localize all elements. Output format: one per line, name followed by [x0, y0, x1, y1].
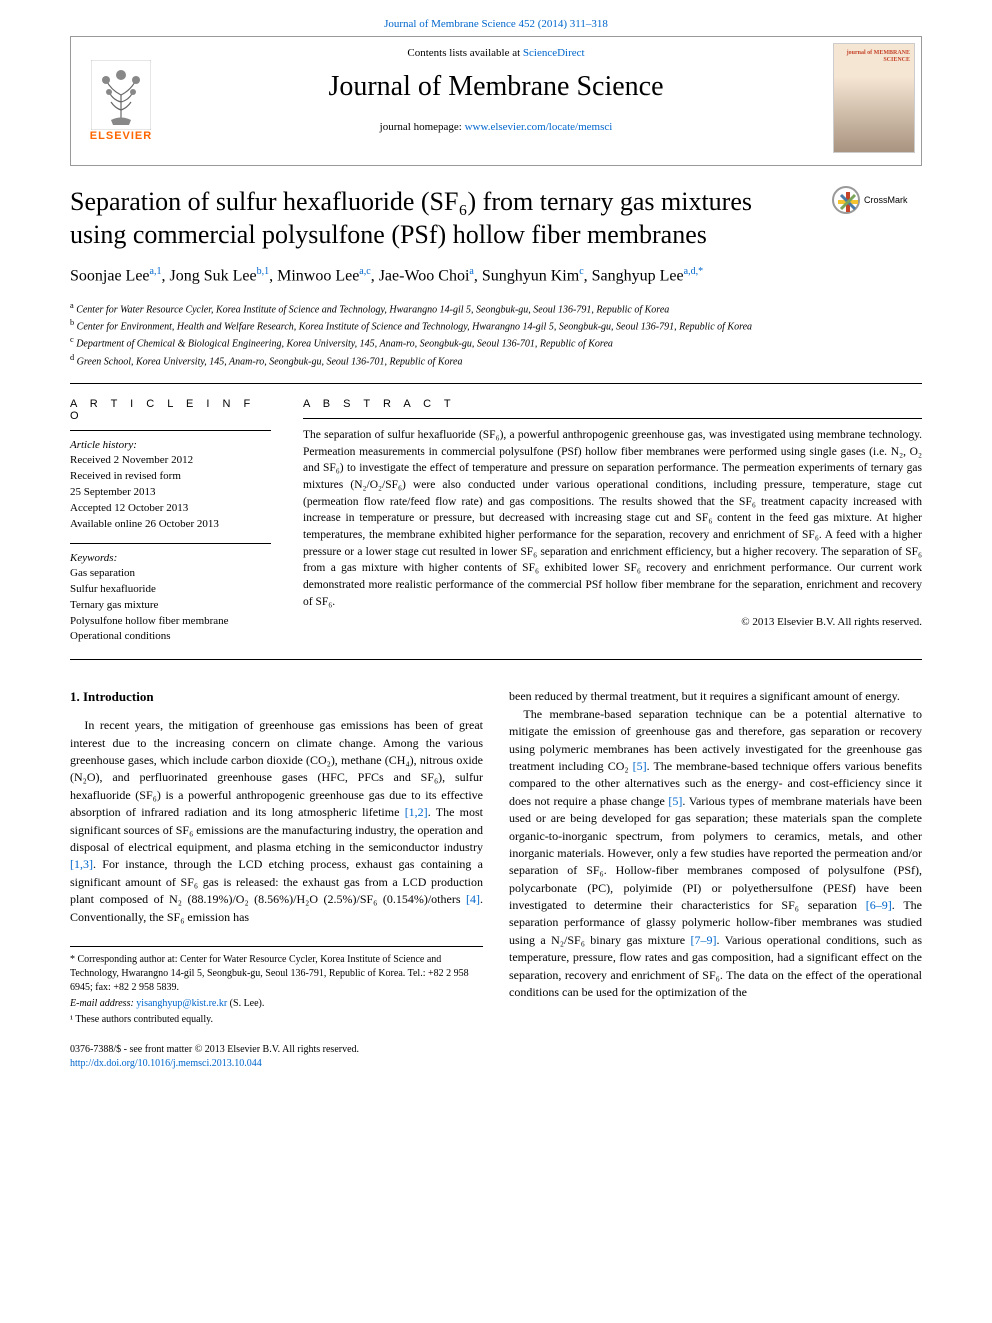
homepage-prefix: journal homepage: — [380, 121, 465, 133]
author: Jong Suk Lee — [169, 267, 256, 284]
body-paragraph: The membrane-based separation technique … — [509, 706, 922, 1002]
author-affil-link[interactable]: b,1 — [257, 266, 270, 277]
article-info: A R T I C L E I N F O Article history: R… — [70, 384, 285, 659]
body-paragraph: In recent years, the mitigation of green… — [70, 717, 483, 926]
section-heading: 1. Introduction — [70, 688, 483, 707]
author-affil-link[interactable]: a — [469, 266, 473, 277]
crossmark-badge[interactable]: CrossMark — [832, 186, 922, 214]
body-text: . Various types of membrane materials ha… — [509, 794, 922, 912]
citation-link[interactable]: [7–9] — [691, 933, 717, 947]
email-label: E-mail address: — [70, 998, 136, 1009]
history-received: Received 2 November 2012 — [70, 453, 271, 469]
citation-link[interactable]: [6–9] — [866, 898, 892, 912]
history-label: Article history: — [70, 439, 271, 451]
email-link[interactable]: yisanghyup@kist.re.kr — [136, 998, 227, 1009]
keyword: Polysulfone hollow fiber membrane — [70, 614, 271, 630]
abstract: A B S T R A C T The separation of sulfur… — [285, 384, 922, 659]
affiliation-list: a Center for Water Resource Cycler, Kore… — [70, 300, 922, 369]
author: Sanghyup Lee — [592, 267, 684, 284]
column-left: 1. Introduction In recent years, the mit… — [70, 688, 483, 1029]
page-footer: 0376-7388/$ - see front matter © 2013 El… — [70, 1043, 922, 1071]
journal-cover: journal of MEMBRANE SCIENCE — [821, 37, 921, 165]
history-revised: Received in revised form — [70, 469, 271, 485]
body-text: . For instance, through the LCD etching … — [70, 857, 483, 906]
elsevier-tree-icon — [91, 60, 151, 130]
citation-link[interactable]: [5] — [633, 759, 647, 773]
abstract-text: The separation of sulfur hexafluoride (S… — [303, 419, 922, 610]
keyword: Gas separation — [70, 566, 271, 582]
author: Minwoo Lee — [277, 267, 359, 284]
author-list: Soonjae Leea,1, Jong Suk Leeb,1, Minwoo … — [70, 265, 922, 288]
author: Jae-Woo Choi — [379, 267, 470, 284]
author-affil-link[interactable]: a,d,* — [684, 266, 703, 277]
journal-homepage: journal homepage: www.elsevier.com/locat… — [171, 121, 821, 133]
history-accepted: Accepted 12 October 2013 — [70, 501, 271, 517]
email-line: E-mail address: yisanghyup@kist.re.kr (S… — [70, 997, 483, 1011]
equal-contribution: ¹ These authors contributed equally. — [70, 1013, 483, 1027]
author: Sunghyun Kim — [482, 267, 579, 284]
author-affil-link[interactable]: c — [579, 266, 583, 277]
abstract-copyright: © 2013 Elsevier B.V. All rights reserved… — [303, 616, 922, 628]
keywords-label: Keywords: — [70, 552, 271, 564]
crossmark-label: CrossMark — [864, 195, 908, 205]
journal-citation: Journal of Membrane Science 452 (2014) 3… — [0, 0, 992, 36]
keyword: Sulfur hexafluoride — [70, 582, 271, 598]
keyword: Ternary gas mixture — [70, 598, 271, 614]
keyword: Operational conditions — [70, 629, 271, 645]
author-affil-link[interactable]: a,1 — [150, 266, 162, 277]
affiliation: Department of Chemical & Biological Engi… — [76, 339, 613, 350]
history-online: Available online 26 October 2013 — [70, 517, 271, 533]
author: Soonjae Lee — [70, 267, 150, 284]
citation-link[interactable]: [1,3] — [70, 857, 93, 871]
homepage-link[interactable]: www.elsevier.com/locate/memsci — [465, 121, 613, 133]
contents-available: Contents lists available at ScienceDirec… — [171, 47, 821, 59]
publisher-name: ELSEVIER — [90, 130, 152, 142]
citation-link[interactable]: [5] — [668, 794, 682, 808]
article-title: Separation of sulfur hexafluoride (SF₆) … — [70, 186, 812, 251]
article-info-heading: A R T I C L E I N F O — [70, 398, 271, 422]
affiliation: Center for Environment, Health and Welfa… — [77, 321, 752, 332]
body-paragraph: been reduced by thermal treatment, but i… — [509, 688, 922, 705]
column-right: been reduced by thermal treatment, but i… — [509, 688, 922, 1029]
corresponding-author: * Corresponding author at: Center for Wa… — [70, 953, 483, 995]
affiliation: Center for Water Resource Cycler, Korea … — [76, 304, 669, 315]
publisher-logo: ELSEVIER — [71, 37, 171, 165]
footnotes: * Corresponding author at: Center for Wa… — [70, 946, 483, 1027]
body-columns: 1. Introduction In recent years, the mit… — [70, 660, 922, 1029]
abstract-heading: A B S T R A C T — [303, 398, 922, 410]
affiliation: Green School, Korea University, 145, Ana… — [77, 356, 463, 367]
cover-title: journal of MEMBRANE SCIENCE — [834, 50, 910, 63]
citation-link[interactable]: [4] — [466, 892, 480, 906]
journal-header: ELSEVIER Contents lists available at Sci… — [70, 36, 922, 166]
contents-prefix: Contents lists available at — [407, 47, 522, 59]
keywords-list: Gas separation Sulfur hexafluoride Terna… — [70, 566, 271, 646]
header-center: Contents lists available at ScienceDirec… — [171, 37, 821, 165]
issn-line: 0376-7388/$ - see front matter © 2013 El… — [70, 1043, 922, 1057]
author-affil-link[interactable]: a,c — [359, 266, 370, 277]
history-revised-date: 25 September 2013 — [70, 485, 271, 501]
journal-citation-link[interactable]: Journal of Membrane Science 452 (2014) 3… — [384, 18, 608, 30]
doi-link[interactable]: http://dx.doi.org/10.1016/j.memsci.2013.… — [70, 1058, 262, 1069]
history-items: Received 2 November 2012 Received in rev… — [70, 453, 271, 533]
sciencedirect-link[interactable]: ScienceDirect — [523, 47, 585, 59]
journal-name: Journal of Membrane Science — [171, 71, 821, 103]
citation-link[interactable]: [1,2] — [405, 805, 428, 819]
info-abstract-row: A R T I C L E I N F O Article history: R… — [70, 383, 922, 660]
email-suffix: (S. Lee). — [227, 998, 264, 1009]
cover-thumbnail: journal of MEMBRANE SCIENCE — [833, 43, 915, 153]
crossmark-icon — [832, 186, 860, 214]
